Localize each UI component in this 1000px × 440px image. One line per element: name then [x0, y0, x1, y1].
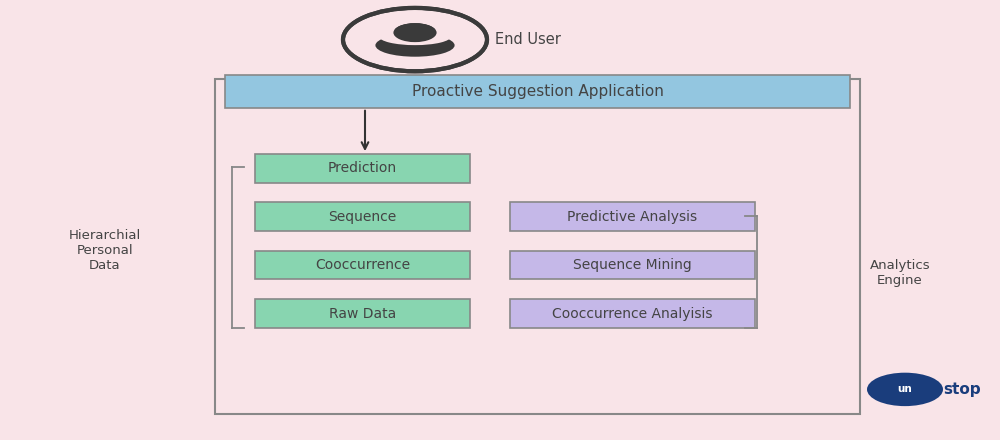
Text: End User: End User	[495, 32, 561, 47]
Text: Cooccurrence Analyisis: Cooccurrence Analyisis	[552, 307, 713, 320]
FancyBboxPatch shape	[255, 299, 470, 328]
Text: Raw Data: Raw Data	[329, 307, 396, 320]
Text: Analytics
Engine: Analytics Engine	[870, 259, 930, 287]
FancyBboxPatch shape	[510, 202, 755, 231]
FancyBboxPatch shape	[510, 251, 755, 279]
FancyBboxPatch shape	[255, 154, 470, 183]
Text: Predictive Analysis: Predictive Analysis	[567, 210, 698, 224]
Text: Hierarchial
Personal
Data: Hierarchial Personal Data	[69, 229, 141, 272]
Text: Sequence Mining: Sequence Mining	[573, 258, 692, 272]
FancyBboxPatch shape	[510, 299, 755, 328]
Circle shape	[393, 23, 437, 42]
Text: Cooccurrence: Cooccurrence	[315, 258, 410, 272]
Circle shape	[343, 8, 487, 71]
FancyBboxPatch shape	[255, 251, 470, 279]
Text: Sequence: Sequence	[328, 210, 397, 224]
Text: un: un	[898, 385, 912, 394]
FancyBboxPatch shape	[255, 202, 470, 231]
Text: stop: stop	[943, 382, 981, 397]
Circle shape	[867, 373, 943, 406]
FancyBboxPatch shape	[225, 75, 850, 108]
Text: Proactive Suggestion Application: Proactive Suggestion Application	[412, 84, 663, 99]
Circle shape	[393, 23, 437, 42]
Text: Prediction: Prediction	[328, 161, 397, 175]
Ellipse shape	[375, 34, 455, 57]
Ellipse shape	[379, 28, 451, 45]
